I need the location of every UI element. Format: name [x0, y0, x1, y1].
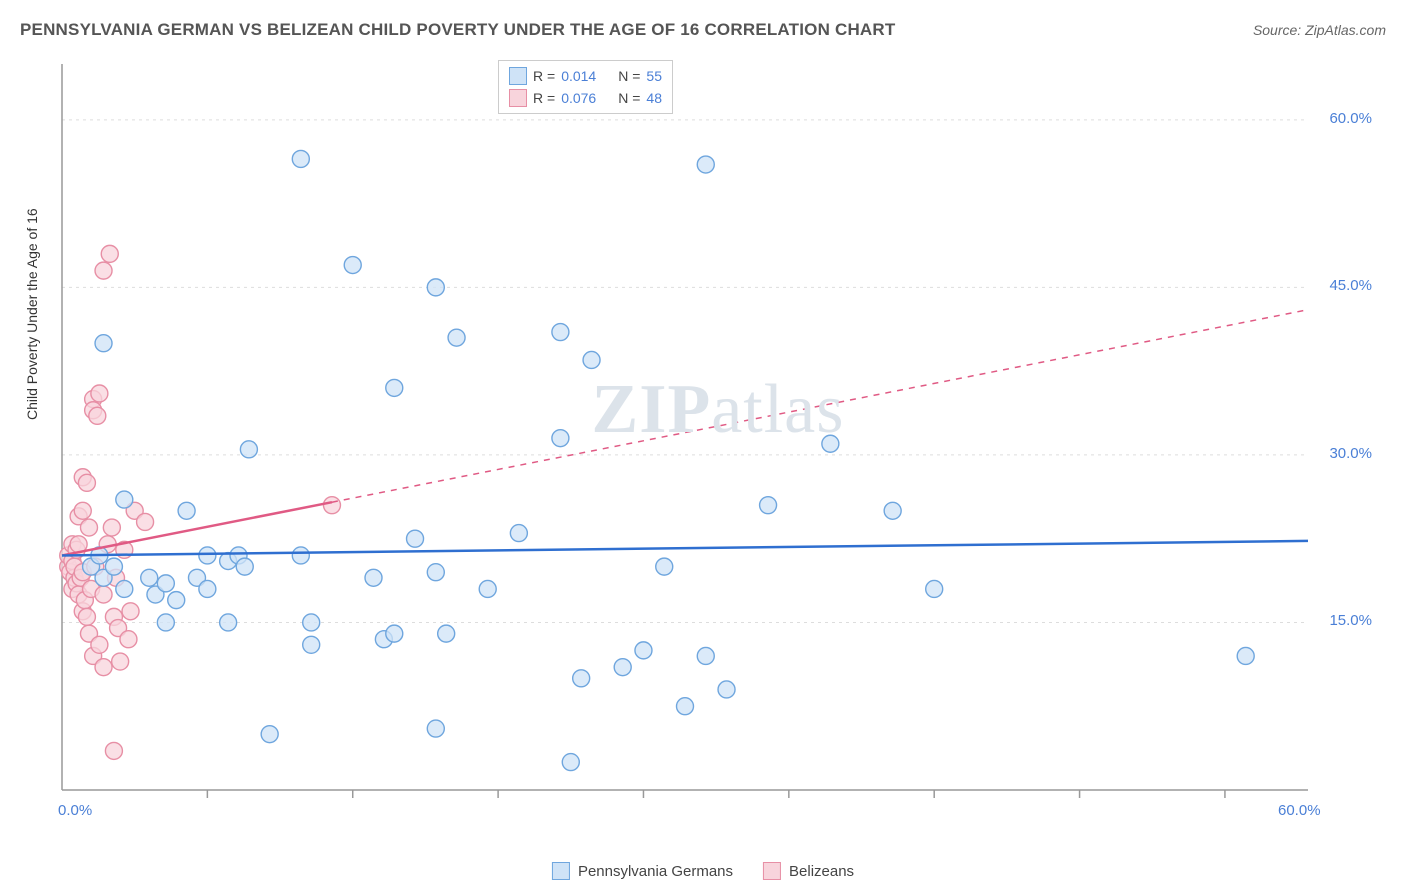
n-label: N = [618, 90, 640, 106]
x-axis-min-label: 0.0% [58, 802, 92, 819]
y-tick-label: 45.0% [1329, 277, 1372, 294]
x-axis-max-label: 60.0% [1278, 802, 1321, 819]
legend-row-blue: R = 0.014 N = 55 [509, 65, 662, 87]
legend-item-blue: Pennsylvania Germans [552, 862, 733, 880]
r-value-blue: 0.014 [561, 68, 596, 84]
n-label: N = [618, 68, 640, 84]
square-icon [763, 862, 781, 880]
legend-item-pink: Belizeans [763, 862, 854, 880]
scatter-plot [58, 60, 1378, 820]
r-label: R = [533, 68, 555, 84]
r-value-pink: 0.076 [561, 90, 596, 106]
n-value-blue: 55 [646, 68, 662, 84]
square-icon [552, 862, 570, 880]
square-icon [509, 89, 527, 107]
chart-title: PENNSYLVANIA GERMAN VS BELIZEAN CHILD PO… [20, 20, 895, 40]
y-axis-label: Child Poverty Under the Age of 16 [24, 208, 40, 420]
legend-label: Belizeans [789, 863, 854, 880]
y-tick-label: 15.0% [1329, 612, 1372, 629]
square-icon [509, 67, 527, 85]
chart-source: Source: ZipAtlas.com [1253, 22, 1386, 38]
y-tick-label: 60.0% [1329, 110, 1372, 127]
r-label: R = [533, 90, 555, 106]
legend-series-box: Pennsylvania Germans Belizeans [552, 862, 854, 880]
chart-area: ZIPatlas R = 0.014 N = 55 R = 0.076 N = … [58, 60, 1378, 820]
y-tick-label: 30.0% [1329, 445, 1372, 462]
chart-header: PENNSYLVANIA GERMAN VS BELIZEAN CHILD PO… [20, 20, 1386, 40]
legend-label: Pennsylvania Germans [578, 863, 733, 880]
legend-row-pink: R = 0.076 N = 48 [509, 87, 662, 109]
n-value-pink: 48 [646, 90, 662, 106]
legend-stats-box: R = 0.014 N = 55 R = 0.076 N = 48 [498, 60, 673, 114]
